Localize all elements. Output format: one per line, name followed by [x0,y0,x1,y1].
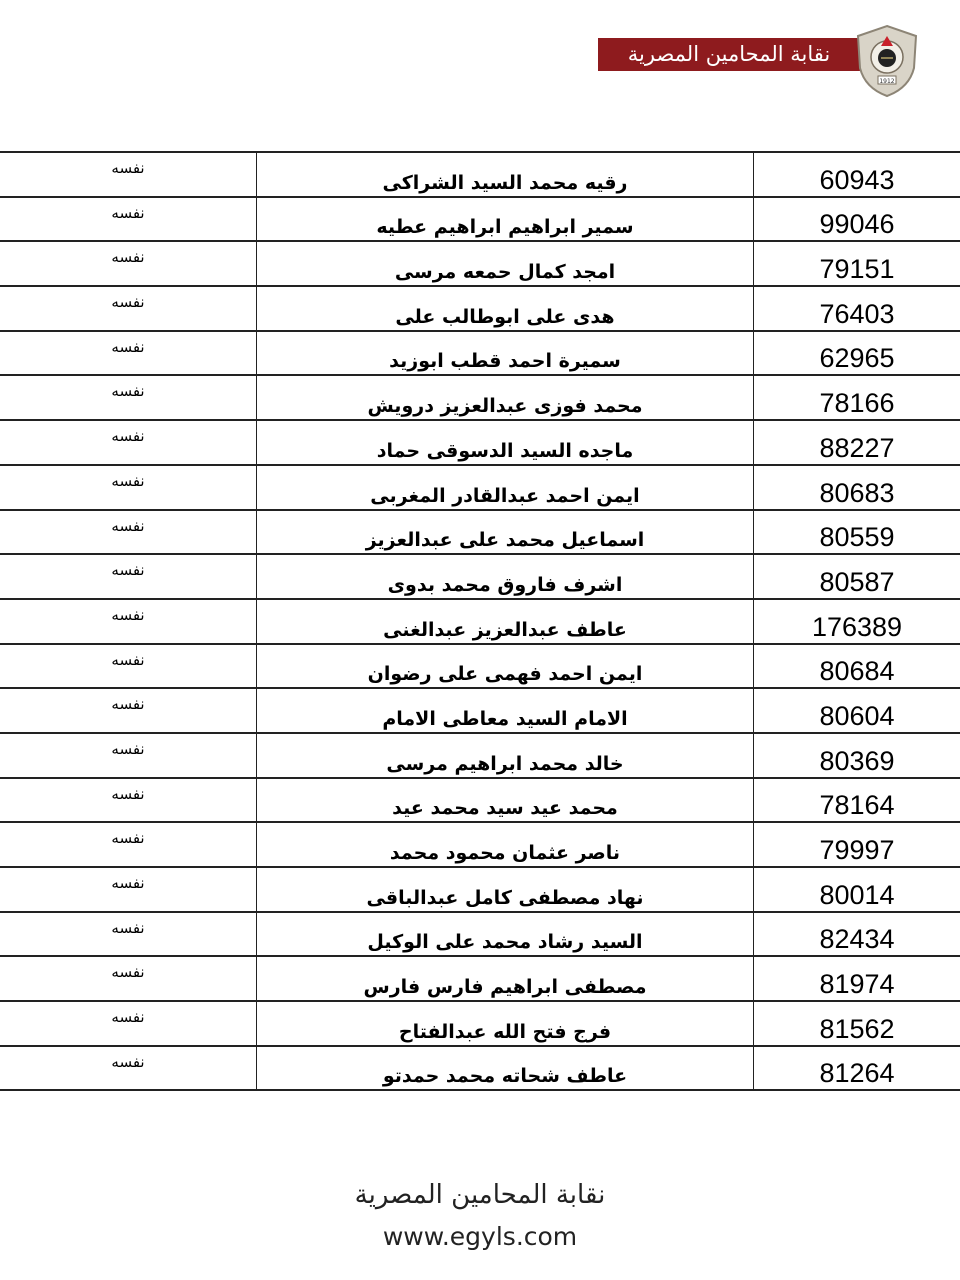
relation-cell: نفسه [0,866,257,913]
table-row: نفسه رقيه محمد السيد الشراكى 60943 [0,151,960,198]
table-row: نفسه فرج فتح الله عبدالفتاح 81562 [0,1000,960,1047]
table-row: نفسه عاطف شحاته محمد حمدتو 81264 [0,1044,960,1092]
name-cell: عاطف شحاته محمد حمدتو [256,1044,754,1092]
table-row: نفسه ماجده السيد الدسوقى حماد 88227 [0,419,960,466]
member-number-cell: 79997 [753,821,960,868]
name-cell: رقيه محمد السيد الشراكى [256,151,754,198]
name-cell: ناصر عثمان محمود محمد [256,821,754,868]
name-cell: سميرة احمد قطب ابوزيد [256,329,754,377]
member-number-cell: 78164 [753,776,960,824]
member-number-cell: 80014 [753,866,960,913]
table-row: نفسه سمير ابراهيم ابراهيم عطيه 99046 [0,195,960,243]
member-number-cell: 80683 [753,463,960,511]
footer-website[interactable]: www.egyls.com [382,1222,578,1251]
member-number-cell: 176389 [753,597,960,645]
relation-cell: نفسه [0,1044,257,1092]
name-cell: محمد فوزى عبدالعزيز درويش [256,374,754,422]
members-table: نفسه رقيه محمد السيد الشراكى 60943 نفسه سمير… [0,151,960,1092]
name-cell: خالد محمد ابراهيم مرسى [256,731,754,779]
name-cell: نهاد مصطفى كامل عبدالباقى [256,866,754,913]
name-cell: اسماعيل محمد على عبدالعزيز [256,508,754,556]
table-row: نفسه خالد محمد ابراهيم مرسى 80369 [0,731,960,779]
member-number-cell: 80587 [753,553,960,600]
relation-cell: نفسه [0,240,257,288]
member-number-cell: 88227 [753,419,960,466]
relation-cell: نفسه [0,553,257,600]
table-row: نفسه اسماعيل محمد على عبدالعزيز 80559 [0,508,960,556]
table-row: نفسه ايمن احمد فهمى على رضوان 80684 [0,642,960,690]
name-cell: مصطفى ابراهيم فارس فارس [256,955,754,1003]
name-cell: عاطف عبدالعزيز عبدالغنى [256,597,754,645]
relation-cell: نفسه [0,776,257,824]
table-row: نفسه مصطفى ابراهيم فارس فارس 81974 [0,955,960,1003]
member-number-cell: 81562 [753,1000,960,1047]
name-cell: امجد كمال حمعه مرسى [256,240,754,288]
name-cell: اشرف فاروق محمد بدوى [256,553,754,600]
member-number-cell: 60943 [753,151,960,198]
footer-org-name: نقابة المحامين المصرية [354,1180,606,1210]
relation-cell: نفسه [0,195,257,243]
name-cell: الامام السيد معاطى الامام [256,687,754,734]
relation-cell: نفسه [0,642,257,690]
seal-year: 1912 [879,78,894,85]
member-number-cell: 82434 [753,910,960,958]
member-number-cell: 81974 [753,955,960,1003]
name-cell: محمد عيد سيد محمد عيد [256,776,754,824]
member-number-cell: 78166 [753,374,960,422]
table-row: نفسه محمد عيد سيد محمد عيد 78164 [0,776,960,824]
name-cell: السيد رشاد محمد على الوكيل [256,910,754,958]
table-row: نفسه ناصر عثمان محمود محمد 79997 [0,821,960,868]
table-row: نفسه عاطف عبدالعزيز عبدالغنى 176389 [0,597,960,645]
member-number-cell: 80369 [753,731,960,779]
relation-cell: نفسه [0,419,257,466]
table-row: نفسه امجد كمال حمعه مرسى 79151 [0,240,960,288]
table-row: نفسه اشرف فاروق محمد بدوى 80587 [0,553,960,600]
relation-cell: نفسه [0,374,257,422]
table-row: نفسه الامام السيد معاطى الامام 80604 [0,687,960,734]
relation-cell: نفسه [0,508,257,556]
relation-cell: نفسه [0,910,257,958]
table-row: نفسه سميرة احمد قطب ابوزيد 62965 [0,329,960,377]
member-number-cell: 79151 [753,240,960,288]
relation-cell: نفسه [0,463,257,511]
name-cell: ماجده السيد الدسوقى حماد [256,419,754,466]
member-number-cell: 80559 [753,508,960,556]
member-number-cell: 62965 [753,329,960,377]
name-cell: سمير ابراهيم ابراهيم عطيه [256,195,754,243]
relation-cell: نفسه [0,821,257,868]
logo-banner: نقابة المحامين المصرية [598,38,860,71]
relation-cell: نفسه [0,597,257,645]
relation-cell: نفسه [0,687,257,734]
table-row: نفسه نهاد مصطفى كامل عبدالباقى 80014 [0,866,960,913]
member-number-cell: 81264 [753,1044,960,1092]
name-cell: فرج فتح الله عبدالفتاح [256,1000,754,1047]
name-cell: ايمن احمد فهمى على رضوان [256,642,754,690]
member-number-cell: 80604 [753,687,960,734]
table-row: نفسه ايمن احمد عبدالقادر المغربى 80683 [0,463,960,511]
relation-cell: نفسه [0,955,257,1003]
relation-cell: نفسه [0,285,257,332]
table-row: نفسه هدى على ابوطالب على 76403 [0,285,960,332]
relation-cell: نفسه [0,151,257,198]
member-number-cell: 99046 [753,195,960,243]
name-cell: ايمن احمد عبدالقادر المغربى [256,463,754,511]
relation-cell: نفسه [0,731,257,779]
relation-cell: نفسه [0,329,257,377]
table-row: نفسه السيد رشاد محمد على الوكيل 82434 [0,910,960,958]
relation-cell: نفسه [0,1000,257,1047]
name-cell: هدى على ابوطالب على [256,285,754,332]
syndicate-seal-icon: 1912 [856,24,918,98]
member-number-cell: 80684 [753,642,960,690]
table-row: نفسه محمد فوزى عبدالعزيز درويش 78166 [0,374,960,422]
member-number-cell: 76403 [753,285,960,332]
